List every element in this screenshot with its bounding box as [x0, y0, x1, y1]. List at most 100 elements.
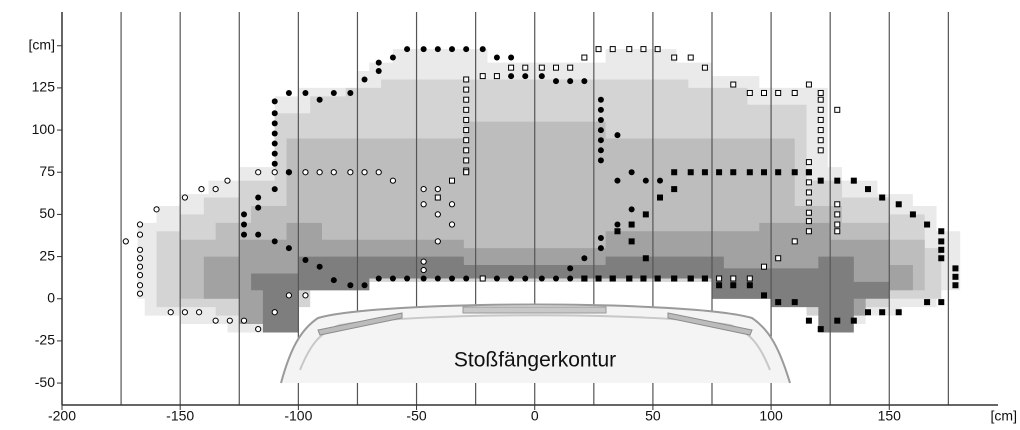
- filled-circle: [539, 73, 545, 79]
- open-circle: [421, 259, 426, 264]
- open-circle: [435, 187, 440, 192]
- open-square: [835, 202, 840, 207]
- filled-square: [671, 275, 677, 281]
- x-tick-label: -150: [166, 408, 194, 424]
- open-square: [747, 90, 752, 95]
- open-circle: [137, 273, 142, 278]
- y-tick-label: [cm]: [29, 36, 55, 52]
- open-square: [747, 276, 752, 281]
- open-square: [818, 138, 823, 143]
- open-square: [762, 264, 767, 269]
- filled-square: [702, 169, 708, 175]
- filled-circle: [553, 78, 559, 84]
- y-tick-label: 0: [47, 289, 55, 305]
- filled-circle: [272, 186, 278, 192]
- open-circle: [449, 202, 454, 207]
- filled-square: [924, 222, 930, 228]
- open-circle: [449, 222, 454, 227]
- filled-circle: [598, 235, 604, 241]
- open-square: [464, 158, 469, 163]
- open-square: [806, 219, 811, 224]
- open-square: [818, 90, 823, 95]
- open-square: [818, 148, 823, 153]
- filled-circle: [421, 275, 427, 281]
- filled-square: [806, 318, 812, 324]
- x-tick-label: -50: [406, 408, 426, 424]
- open-circle: [137, 232, 142, 237]
- filled-square: [792, 299, 798, 305]
- open-circle: [137, 291, 142, 296]
- open-square: [835, 229, 840, 234]
- filled-square: [761, 169, 767, 175]
- open-circle: [362, 170, 367, 175]
- filled-square: [716, 169, 722, 175]
- filled-circle: [449, 275, 455, 281]
- open-square: [835, 107, 840, 112]
- open-square: [610, 47, 615, 52]
- open-square: [806, 190, 811, 195]
- open-circle: [168, 310, 173, 315]
- filled-square: [952, 274, 958, 280]
- filled-circle: [404, 46, 410, 52]
- filled-circle: [598, 127, 604, 133]
- filled-circle: [629, 169, 635, 175]
- filled-circle: [598, 117, 604, 123]
- open-square: [539, 65, 544, 70]
- x-tick-label: -100: [284, 408, 312, 424]
- open-circle: [272, 310, 277, 315]
- open-square: [806, 229, 811, 234]
- filled-circle: [463, 275, 469, 281]
- y-tick-label: -25: [35, 332, 55, 348]
- open-circle: [137, 222, 142, 227]
- filled-square: [865, 186, 871, 192]
- open-circle: [137, 256, 142, 261]
- filled-circle: [581, 78, 587, 84]
- filled-square: [596, 275, 602, 281]
- filled-circle: [553, 275, 559, 281]
- filled-circle: [272, 238, 278, 244]
- filled-square: [657, 195, 663, 201]
- filled-square: [952, 282, 958, 288]
- open-square: [806, 200, 811, 205]
- open-square: [806, 210, 811, 215]
- filled-circle: [435, 275, 441, 281]
- filled-square: [865, 309, 871, 315]
- open-circle: [435, 212, 440, 217]
- open-square: [776, 90, 781, 95]
- filled-square: [938, 247, 944, 253]
- open-circle: [421, 187, 426, 192]
- open-square: [464, 107, 469, 112]
- open-square: [655, 47, 660, 52]
- open-circle: [213, 187, 218, 192]
- filled-circle: [480, 46, 486, 52]
- filled-circle: [581, 255, 587, 261]
- filled-square: [643, 255, 649, 261]
- open-square: [731, 276, 736, 281]
- filled-circle: [272, 161, 278, 167]
- open-circle: [256, 170, 261, 175]
- open-circle: [435, 239, 440, 244]
- open-square: [806, 82, 811, 87]
- filled-square: [952, 265, 958, 271]
- open-square: [464, 148, 469, 153]
- filled-square: [610, 275, 616, 281]
- filled-square: [581, 275, 587, 281]
- filled-circle: [241, 211, 247, 217]
- open-square: [818, 117, 823, 122]
- filled-square: [716, 282, 722, 288]
- open-square: [688, 55, 693, 60]
- open-circle: [227, 318, 232, 323]
- open-circle: [137, 264, 142, 269]
- open-square: [818, 128, 823, 133]
- open-circle: [303, 170, 308, 175]
- filled-circle: [272, 120, 278, 126]
- open-circle: [317, 170, 322, 175]
- filled-square: [655, 275, 661, 281]
- filled-circle: [302, 90, 308, 96]
- open-circle: [182, 195, 187, 200]
- open-circle: [196, 310, 201, 315]
- filled-square: [702, 275, 708, 281]
- open-circle: [241, 318, 246, 323]
- open-circle: [137, 283, 142, 288]
- open-square: [464, 97, 469, 102]
